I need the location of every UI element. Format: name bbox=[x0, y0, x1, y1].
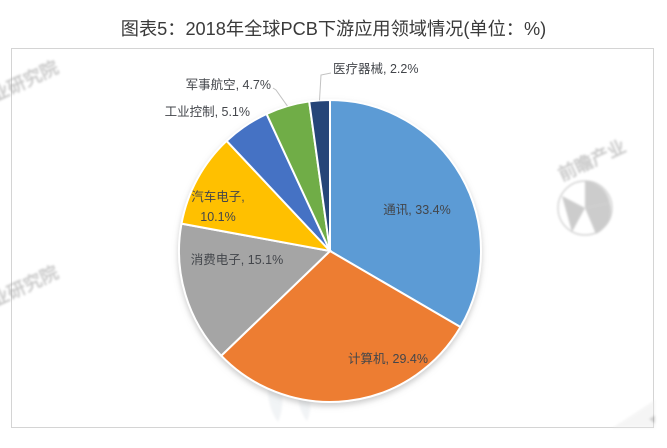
svg-text:计算机, 29.4%: 计算机, 29.4% bbox=[348, 351, 428, 366]
svg-text:通讯, 33.4%: 通讯, 33.4% bbox=[383, 203, 450, 217]
svg-text:消费电子, 15.1%: 消费电子, 15.1% bbox=[191, 253, 283, 267]
svg-text:军事航空, 4.7%: 军事航空, 4.7% bbox=[186, 77, 271, 92]
svg-text:医疗器械, 2.2%: 医疗器械, 2.2% bbox=[333, 61, 418, 76]
svg-text:10.1%: 10.1% bbox=[200, 210, 235, 224]
svg-text:汽车电子,: 汽车电子, bbox=[191, 189, 244, 204]
svg-text:工业控制, 5.1%: 工业控制, 5.1% bbox=[165, 105, 250, 119]
